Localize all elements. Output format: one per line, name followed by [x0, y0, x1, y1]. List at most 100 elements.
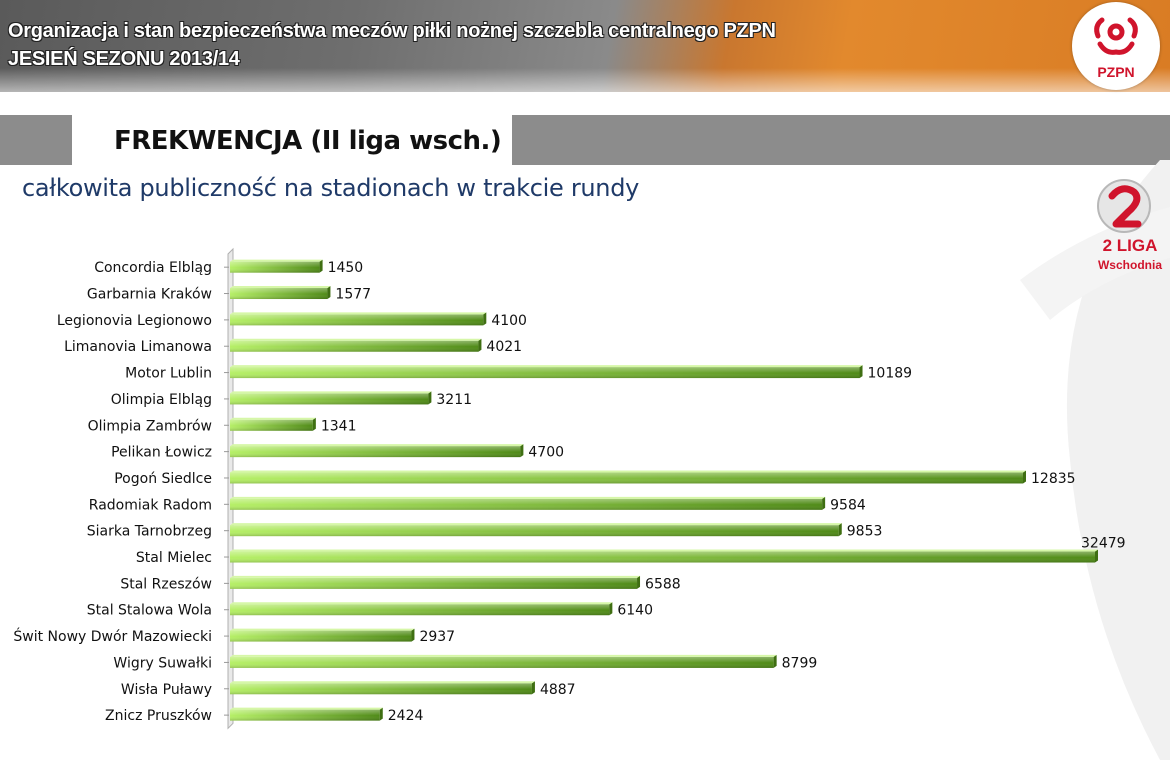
bar-end-cap — [1095, 549, 1098, 563]
value-label: 8799 — [782, 655, 818, 671]
value-label: 9584 — [830, 497, 866, 513]
value-label: 4021 — [486, 339, 522, 355]
bar-top-face — [230, 470, 1026, 473]
bar-shading — [230, 340, 479, 352]
pzpn-logo: PZPN — [1072, 2, 1160, 90]
bar-shading — [230, 577, 638, 589]
category-label: Pelikan Łowicz — [111, 445, 212, 461]
value-label: 2424 — [388, 708, 424, 724]
bar-shading — [230, 288, 328, 300]
bar-end-cap — [312, 417, 316, 431]
category-label: Motor Lublin — [125, 366, 212, 382]
value-labels: 1450 1577 4100 4021 10189 3211 1341 4700 12835 95… — [321, 260, 1126, 724]
bar-top-face — [230, 654, 777, 657]
category-label: Siarka Tarnobrzeg — [87, 524, 212, 540]
value-label: 1577 — [335, 287, 371, 303]
bar-shading — [230, 393, 429, 405]
value-label: 32479 — [1081, 536, 1126, 552]
category-label: Świt Nowy Dwór Mazowiecki — [13, 627, 212, 645]
category-label: Wigry Suwałki — [113, 655, 212, 671]
bar-shading — [230, 367, 860, 379]
category-label: Legionovia Legionowo — [57, 313, 212, 329]
section-title: FREKWENCJA (II liga wsch.) — [114, 126, 502, 156]
category-label: Olimpia Elbląg — [111, 392, 212, 408]
bar-shading — [230, 683, 532, 695]
bar-end-cap — [609, 602, 613, 616]
bar-top-face — [230, 391, 432, 394]
category-label: Znicz Pruszków — [105, 708, 212, 724]
value-label: 10189 — [868, 366, 913, 382]
bar-end-cap — [319, 259, 323, 273]
bar-top-face — [230, 338, 482, 341]
league-logo: 2 LIGA Wschodnia — [1092, 176, 1168, 276]
bar-shading — [230, 314, 484, 326]
title-band-middle — [72, 115, 512, 165]
bar-top-face — [230, 549, 1098, 552]
value-label: 4887 — [540, 682, 576, 698]
league-logo-line2: Wschodnia — [1097, 258, 1162, 272]
bar-end-cap — [379, 707, 383, 721]
bar-end-cap — [637, 575, 641, 589]
bar-top-face — [230, 312, 487, 315]
category-label: Pogoń Siedlce — [114, 471, 212, 487]
category-label: Radomiak Radom — [89, 497, 212, 513]
bar-end-cap — [838, 523, 842, 537]
bars — [230, 259, 1098, 721]
bar-end-cap — [483, 312, 487, 326]
value-label: 2937 — [419, 629, 455, 645]
bar-shading — [230, 551, 1095, 563]
title-band-right — [512, 115, 1170, 165]
league-logo-line1: 2 LIGA — [1102, 236, 1158, 255]
bar-top-face — [230, 707, 383, 710]
category-label: Stal Mielec — [136, 550, 212, 566]
pzpn-eagle-icon — [1094, 17, 1138, 55]
category-label: Stal Stalowa Wola — [87, 603, 212, 619]
value-label: 1341 — [321, 418, 357, 434]
category-label: Garbarnia Kraków — [87, 287, 212, 303]
value-label: 9853 — [847, 524, 883, 540]
category-label: Concordia Elbląg — [94, 260, 212, 276]
bar-shading — [230, 525, 839, 537]
header-banner: Organizacja i stan bezpieczeństwa meczów… — [0, 0, 1170, 92]
value-label: 1450 — [328, 260, 364, 276]
value-label: 4700 — [528, 445, 564, 461]
bar-top-face — [230, 286, 331, 289]
category-label: Limanovia Limanowa — [64, 339, 212, 355]
bar-end-cap — [531, 681, 535, 695]
bar-end-cap — [1023, 470, 1026, 484]
category-labels: Concordia Elbląg Garbarnia Kraków Legionov… — [13, 260, 212, 724]
bar-end-cap — [773, 654, 777, 668]
bar-end-cap — [520, 444, 524, 458]
bar-shading — [230, 419, 313, 431]
league-logo-icon — [1097, 179, 1151, 233]
bar-shading — [230, 656, 774, 668]
bar-top-face — [230, 417, 316, 420]
bar-shading — [230, 261, 320, 273]
bar-top-face — [230, 496, 826, 499]
category-label: Wisła Puławy — [121, 682, 212, 698]
bar-shading — [230, 709, 380, 721]
bar-end-cap — [822, 496, 826, 510]
title-band-left — [0, 115, 72, 165]
value-label: 12835 — [1031, 471, 1076, 487]
bar-shading — [230, 604, 610, 616]
background-watermark — [1020, 160, 1170, 760]
value-label: 4100 — [491, 313, 527, 329]
bar-end-cap — [327, 286, 331, 300]
bar-end-cap — [428, 391, 432, 405]
category-label: Stal Rzeszów — [120, 576, 212, 592]
bar-top-face — [230, 575, 641, 578]
bar-top-face — [230, 444, 524, 447]
bar-top-face — [230, 365, 863, 368]
bar-top-face — [230, 628, 415, 631]
category-label: Olimpia Zambrów — [88, 418, 212, 434]
header-title-line2: JESIEŃ SEZONU 2013/14 — [8, 48, 240, 70]
bar-shading — [230, 498, 823, 510]
value-label: 3211 — [436, 392, 472, 408]
value-label: 6588 — [645, 576, 681, 592]
bar-top-face — [230, 602, 613, 605]
bar-end-cap — [411, 628, 415, 642]
pzpn-logo-text: PZPN — [1097, 64, 1135, 80]
bar-end-cap — [859, 365, 863, 379]
